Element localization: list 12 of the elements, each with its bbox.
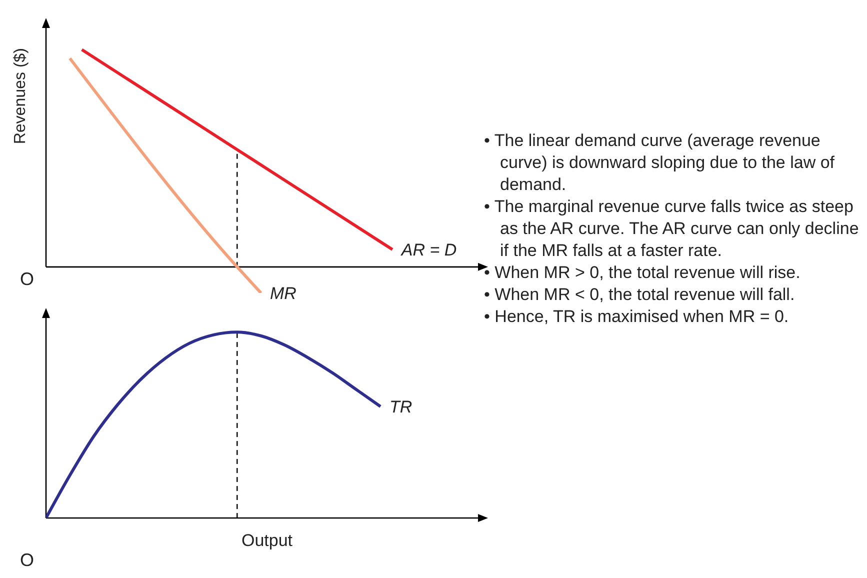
text: O xyxy=(20,550,34,571)
text: • Hence, TR is maximised when MR = 0. xyxy=(484,306,790,328)
x-axis-title: Output xyxy=(241,531,293,550)
text: • The marginal revenue curve falls twice as steep as the AR curve. The AR curve can only decline if the MR falls at a faster rate. xyxy=(484,196,860,262)
text: • When MR > 0, the total revenue will rise. xyxy=(484,262,802,284)
series-label: MR xyxy=(270,284,296,303)
series-label: TR xyxy=(389,397,412,416)
y-axis-title: Revenues ($) xyxy=(12,48,30,144)
text: • The linear demand curve (average revenue curve) is downward sloping due to the law of demand. xyxy=(484,130,836,196)
text: O xyxy=(20,268,34,290)
series-label: AR = D xyxy=(400,240,457,260)
text: • When MR < 0, the total revenue will fall. xyxy=(484,284,796,306)
